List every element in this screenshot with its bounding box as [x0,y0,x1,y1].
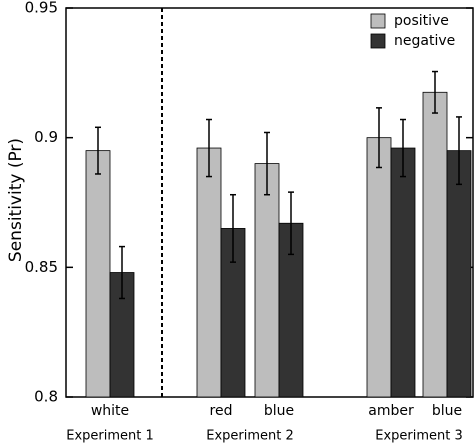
group-label: Experiment 3 [375,429,463,444]
legend-swatch [370,33,386,49]
bar [390,147,416,398]
x-tick-label: amber [368,403,414,419]
y-tick-label: 0.9 [34,128,58,146]
y-tick-label: 0.95 [25,0,58,17]
y-axis-label: Sensitivity (Pr) [6,138,26,262]
group-label: Experiment 2 [206,429,294,444]
y-tick-label: 0.8 [34,388,58,406]
legend-label: positive [394,13,449,29]
x-tick-label: white [91,403,129,419]
x-tick-label: blue [432,403,462,419]
bar [366,137,392,398]
legend-swatch [370,13,386,29]
bar [85,150,111,398]
bar [446,150,472,398]
x-tick-label: red [210,403,233,419]
bar [422,91,448,398]
bar [109,272,135,398]
bar [254,163,280,398]
legend-label: negative [394,33,455,49]
group-label: Experiment 1 [66,429,154,444]
y-tick-label: 0.85 [25,258,58,276]
x-tick-label: blue [264,403,294,419]
bar [196,147,222,398]
